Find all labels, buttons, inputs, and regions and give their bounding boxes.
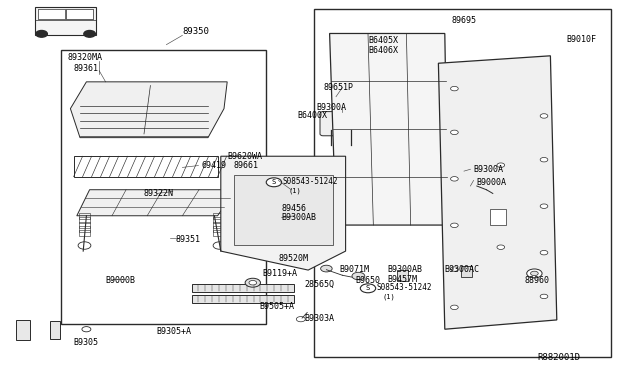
Text: B9300AB: B9300AB	[282, 213, 317, 222]
Bar	[79, 230, 90, 236]
Bar	[50, 321, 60, 339]
Circle shape	[451, 305, 458, 310]
Text: B6405X: B6405X	[368, 36, 398, 45]
Circle shape	[451, 177, 458, 181]
Bar	[213, 217, 225, 223]
Text: 89322N: 89322N	[144, 189, 174, 198]
Circle shape	[82, 327, 91, 332]
Bar	[79, 217, 90, 223]
Text: B9650: B9650	[355, 276, 380, 285]
Text: B9620WA: B9620WA	[227, 152, 262, 161]
Circle shape	[321, 265, 332, 272]
Text: B6400X: B6400X	[298, 111, 328, 120]
Circle shape	[497, 163, 504, 167]
Polygon shape	[438, 56, 557, 329]
Circle shape	[540, 294, 548, 299]
Circle shape	[451, 267, 458, 271]
Circle shape	[352, 272, 365, 280]
Bar	[213, 213, 225, 219]
Circle shape	[36, 31, 47, 37]
Bar	[38, 9, 65, 19]
Bar	[314, 9, 611, 357]
Circle shape	[451, 86, 458, 91]
Bar	[67, 9, 93, 19]
Text: 89320MA: 89320MA	[67, 53, 102, 62]
Text: B9457M: B9457M	[387, 275, 417, 283]
Text: S08543-51242: S08543-51242	[376, 283, 432, 292]
Text: B9305+A: B9305+A	[157, 327, 192, 336]
Bar	[192, 284, 294, 292]
Circle shape	[531, 271, 538, 276]
Circle shape	[540, 204, 548, 208]
Text: S: S	[366, 285, 370, 291]
Bar	[79, 226, 90, 232]
Text: B9300A: B9300A	[317, 103, 347, 112]
Text: B9300AB: B9300AB	[387, 265, 422, 274]
Polygon shape	[221, 156, 346, 270]
Bar	[461, 266, 472, 277]
Bar	[74, 156, 218, 177]
Circle shape	[84, 31, 95, 37]
Text: B9000B: B9000B	[106, 276, 136, 285]
Text: 89361: 89361	[74, 64, 99, 73]
Text: 89520M: 89520M	[278, 254, 308, 263]
Text: S08543-51242: S08543-51242	[282, 177, 338, 186]
Text: 28565Q: 28565Q	[304, 280, 334, 289]
Text: (1): (1)	[289, 187, 301, 194]
Circle shape	[296, 317, 305, 322]
Text: B9300A: B9300A	[474, 165, 504, 174]
Bar	[397, 270, 408, 281]
Circle shape	[540, 250, 548, 255]
Circle shape	[451, 223, 458, 228]
Text: 89695: 89695	[451, 16, 476, 25]
Circle shape	[360, 284, 376, 293]
Text: R882001D: R882001D	[538, 353, 580, 362]
Text: 89651P: 89651P	[323, 83, 353, 92]
Circle shape	[497, 245, 504, 249]
Bar	[213, 226, 225, 232]
Bar	[192, 295, 294, 303]
Text: B9300AC: B9300AC	[445, 265, 480, 274]
Circle shape	[213, 242, 226, 249]
Circle shape	[540, 157, 548, 162]
Polygon shape	[77, 190, 236, 216]
Text: B9303A: B9303A	[304, 314, 334, 323]
Bar	[38, 9, 65, 19]
Bar	[67, 9, 93, 19]
Circle shape	[78, 242, 91, 249]
Circle shape	[451, 130, 458, 135]
Text: B6406X: B6406X	[368, 46, 398, 55]
Circle shape	[249, 280, 257, 285]
Text: 89351: 89351	[176, 235, 201, 244]
FancyBboxPatch shape	[320, 112, 362, 136]
Text: B9505+A: B9505+A	[259, 302, 294, 311]
Circle shape	[266, 178, 282, 187]
Text: B9071M: B9071M	[339, 265, 369, 274]
Text: B9119+A: B9119+A	[262, 269, 298, 278]
Bar	[79, 222, 90, 228]
Text: B9305: B9305	[74, 338, 99, 347]
Bar	[35, 7, 96, 35]
Bar	[234, 175, 333, 245]
Text: 89661: 89661	[234, 161, 259, 170]
Bar	[213, 222, 225, 228]
Bar	[213, 230, 225, 236]
Text: B9000A: B9000A	[477, 178, 507, 187]
Text: 69419: 69419	[202, 161, 227, 170]
Text: B9010F: B9010F	[566, 35, 596, 44]
Circle shape	[245, 278, 260, 287]
Circle shape	[540, 114, 548, 118]
Text: 88960: 88960	[525, 276, 550, 285]
Bar	[490, 209, 506, 225]
Text: 89456: 89456	[282, 204, 307, 213]
Text: 89350: 89350	[182, 27, 209, 36]
Text: S: S	[272, 179, 276, 185]
Bar	[79, 213, 90, 219]
Polygon shape	[70, 82, 227, 138]
Bar	[61, 50, 266, 324]
Circle shape	[527, 269, 542, 278]
Bar	[16, 320, 30, 340]
Polygon shape	[330, 33, 448, 225]
Text: (1): (1)	[383, 293, 396, 300]
